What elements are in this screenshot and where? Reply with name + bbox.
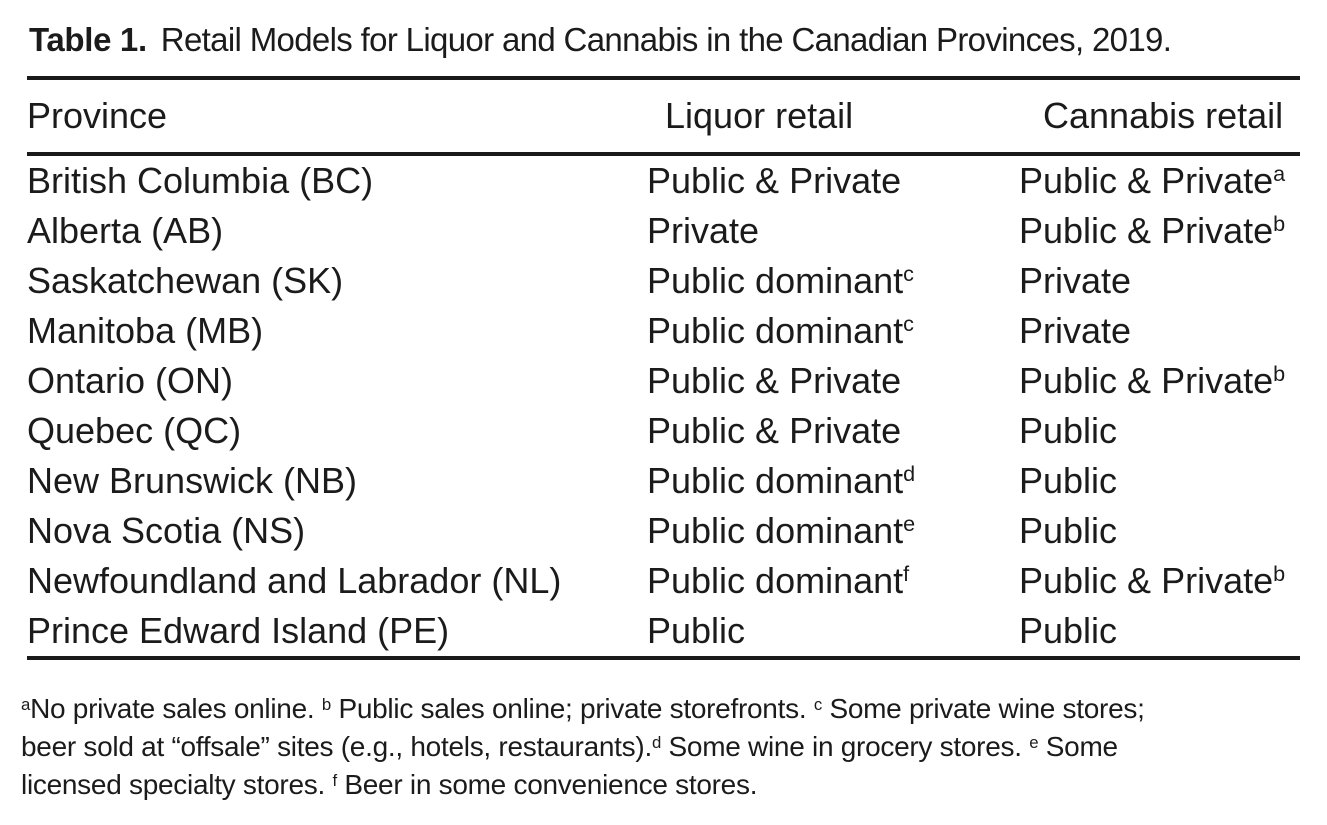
cannabis-retail-cell: Private — [1019, 306, 1300, 356]
cell-text: Private — [1019, 260, 1132, 301]
cannabis-retail-cell: Public & Privatea — [1019, 154, 1300, 206]
cannabis-retail-cell: Public — [1019, 406, 1300, 456]
cannabis-retail-cell: Public & Privateb — [1019, 206, 1300, 256]
liquor-retail-cell: Private — [647, 206, 1019, 256]
liquor-retail-cell: Public & Private — [647, 356, 1019, 406]
cell-text: Public dominant — [647, 310, 904, 351]
footnote-marker: a — [21, 694, 31, 714]
cell-text: Public — [647, 610, 746, 651]
province-cell: Prince Edward Island (PE) — [27, 606, 647, 660]
column-header-province: Province — [27, 76, 647, 156]
footnote-text: Beer in some convenience stores. — [336, 769, 758, 800]
province-cell: British Columbia (BC) — [27, 160, 374, 201]
liquor-retail-cell: Public dominantd — [647, 456, 1019, 506]
table-number: Table 1. — [29, 21, 147, 58]
footnote-marker: f — [332, 770, 337, 790]
cell-text: Public dominant — [647, 510, 904, 551]
footnote-text: No private sales online. — [30, 693, 322, 724]
table-row: Prince Edward Island (PE) Public Public — [27, 606, 1300, 660]
footnote-marker: b — [1273, 361, 1286, 387]
footnote-marker: a — [1273, 161, 1286, 187]
table-row: Alberta (AB) Private Public & Privateb — [27, 206, 1300, 256]
footnote-marker: b — [321, 694, 331, 714]
province-cell: Alberta (AB) — [27, 210, 224, 251]
cannabis-retail-cell: Public — [1019, 456, 1300, 506]
cell-text: Public dominant — [647, 260, 904, 301]
province-cell: Quebec (QC) — [27, 410, 242, 451]
cell-text: Public & Private — [647, 410, 902, 451]
cell-text: Public — [1019, 610, 1118, 651]
table-caption: Table 1. Retail Models for Liquor and Can… — [27, 10, 1300, 60]
footnote-text: Some wine in grocery stores. — [661, 731, 1030, 762]
province-cell: Newfoundland and Labrador (NL) — [27, 560, 562, 601]
footnote-marker: e — [903, 511, 916, 537]
cell-text: Public — [1019, 510, 1118, 551]
footnote-line-1: aNo private sales online. b Public sales… — [21, 690, 1300, 728]
footnote-marker: b — [1273, 561, 1286, 587]
cell-text: Public dominant — [647, 560, 904, 601]
liquor-retail-cell: Public — [647, 606, 1019, 660]
cell-text: Public & Private — [1019, 160, 1274, 201]
cannabis-retail-cell: Public — [1019, 606, 1300, 660]
cell-text: Private — [647, 210, 760, 251]
liquor-retail-cell: Public dominante — [647, 506, 1019, 556]
cell-text: Public dominant — [647, 460, 904, 501]
liquor-retail-cell: Public dominantc — [647, 306, 1019, 356]
cell-text: Public & Private — [1019, 210, 1274, 251]
cannabis-retail-cell: Public & Privateb — [1019, 356, 1300, 406]
province-cell: Manitoba (MB) — [27, 310, 264, 351]
footnote-marker: c — [903, 261, 914, 287]
province-cell: Ontario (ON) — [27, 360, 234, 401]
table-row: Newfoundland and Labrador (NL) Public do… — [27, 556, 1300, 606]
cell-text: Public & Private — [647, 360, 902, 401]
province-cell: Nova Scotia (NS) — [27, 510, 306, 551]
column-header-liquor: Liquor retail — [647, 76, 1019, 156]
cell-text: Public — [1019, 460, 1118, 501]
cell-text: Public & Private — [1019, 360, 1274, 401]
cell-text: Public & Private — [647, 160, 902, 201]
footnote-text: Some private wine stores; — [821, 693, 1145, 724]
footnote-marker: f — [903, 561, 910, 587]
table-footnotes: aNo private sales online. b Public sales… — [21, 690, 1300, 804]
footnote-marker: e — [1029, 732, 1039, 752]
footnote-marker: c — [903, 311, 914, 337]
footnote-marker: d — [651, 732, 662, 752]
cannabis-retail-cell: Private — [1019, 256, 1300, 306]
retail-models-table: Province Liquor retail Cannabis retail B… — [27, 76, 1300, 660]
footnote-line-3: licensed specialty stores. f Beer in som… — [21, 766, 1300, 804]
table-row: New Brunswick (NB) Public dominantd Publ… — [27, 456, 1300, 506]
footnote-text: licensed specialty stores. — [21, 769, 333, 800]
table-row: Manitoba (MB) Public dominantc Private — [27, 306, 1300, 356]
cell-text: Private — [1019, 310, 1132, 351]
cell-text: Public — [1019, 410, 1118, 451]
liquor-retail-cell: Public & Private — [647, 154, 1019, 206]
table-row: Ontario (ON) Public & Private Public & P… — [27, 356, 1300, 406]
footnote-marker: b — [1273, 211, 1286, 237]
province-cell: New Brunswick (NB) — [27, 460, 358, 501]
liquor-retail-cell: Public dominantc — [647, 256, 1019, 306]
cell-text: Public & Private — [1019, 560, 1274, 601]
footnote-text: beer sold at “offsale” sites (e.g., hote… — [21, 731, 652, 762]
footnote-line-2: beer sold at “offsale” sites (e.g., hote… — [21, 728, 1300, 766]
footnote-marker: d — [903, 461, 916, 487]
liquor-retail-cell: Public dominantf — [647, 556, 1019, 606]
footnote-marker: c — [813, 694, 822, 714]
province-cell: Saskatchewan (SK) — [27, 260, 344, 301]
table-title: Retail Models for Liquor and Cannabis in… — [160, 21, 1172, 58]
table-row: British Columbia (BC) Public & Private P… — [27, 154, 1300, 206]
header-row: Province Liquor retail Cannabis retail — [27, 76, 1300, 156]
column-header-cannabis: Cannabis retail — [1019, 76, 1300, 156]
footnote-text: Some — [1038, 731, 1118, 762]
footnote-text: Public sales online; private storefronts… — [330, 693, 814, 724]
cannabis-retail-cell: Public & Privateb — [1019, 556, 1300, 606]
table-row: Saskatchewan (SK) Public dominantc Priva… — [27, 256, 1300, 306]
table-row: Quebec (QC) Public & Private Public — [27, 406, 1300, 456]
column-header-liquor-label: Liquor retail — [665, 95, 854, 136]
table-row: Nova Scotia (NS) Public dominante Public — [27, 506, 1300, 556]
column-header-cannabis-label: Cannabis retail — [1043, 95, 1284, 136]
liquor-retail-cell: Public & Private — [647, 406, 1019, 456]
cannabis-retail-cell: Public — [1019, 506, 1300, 556]
